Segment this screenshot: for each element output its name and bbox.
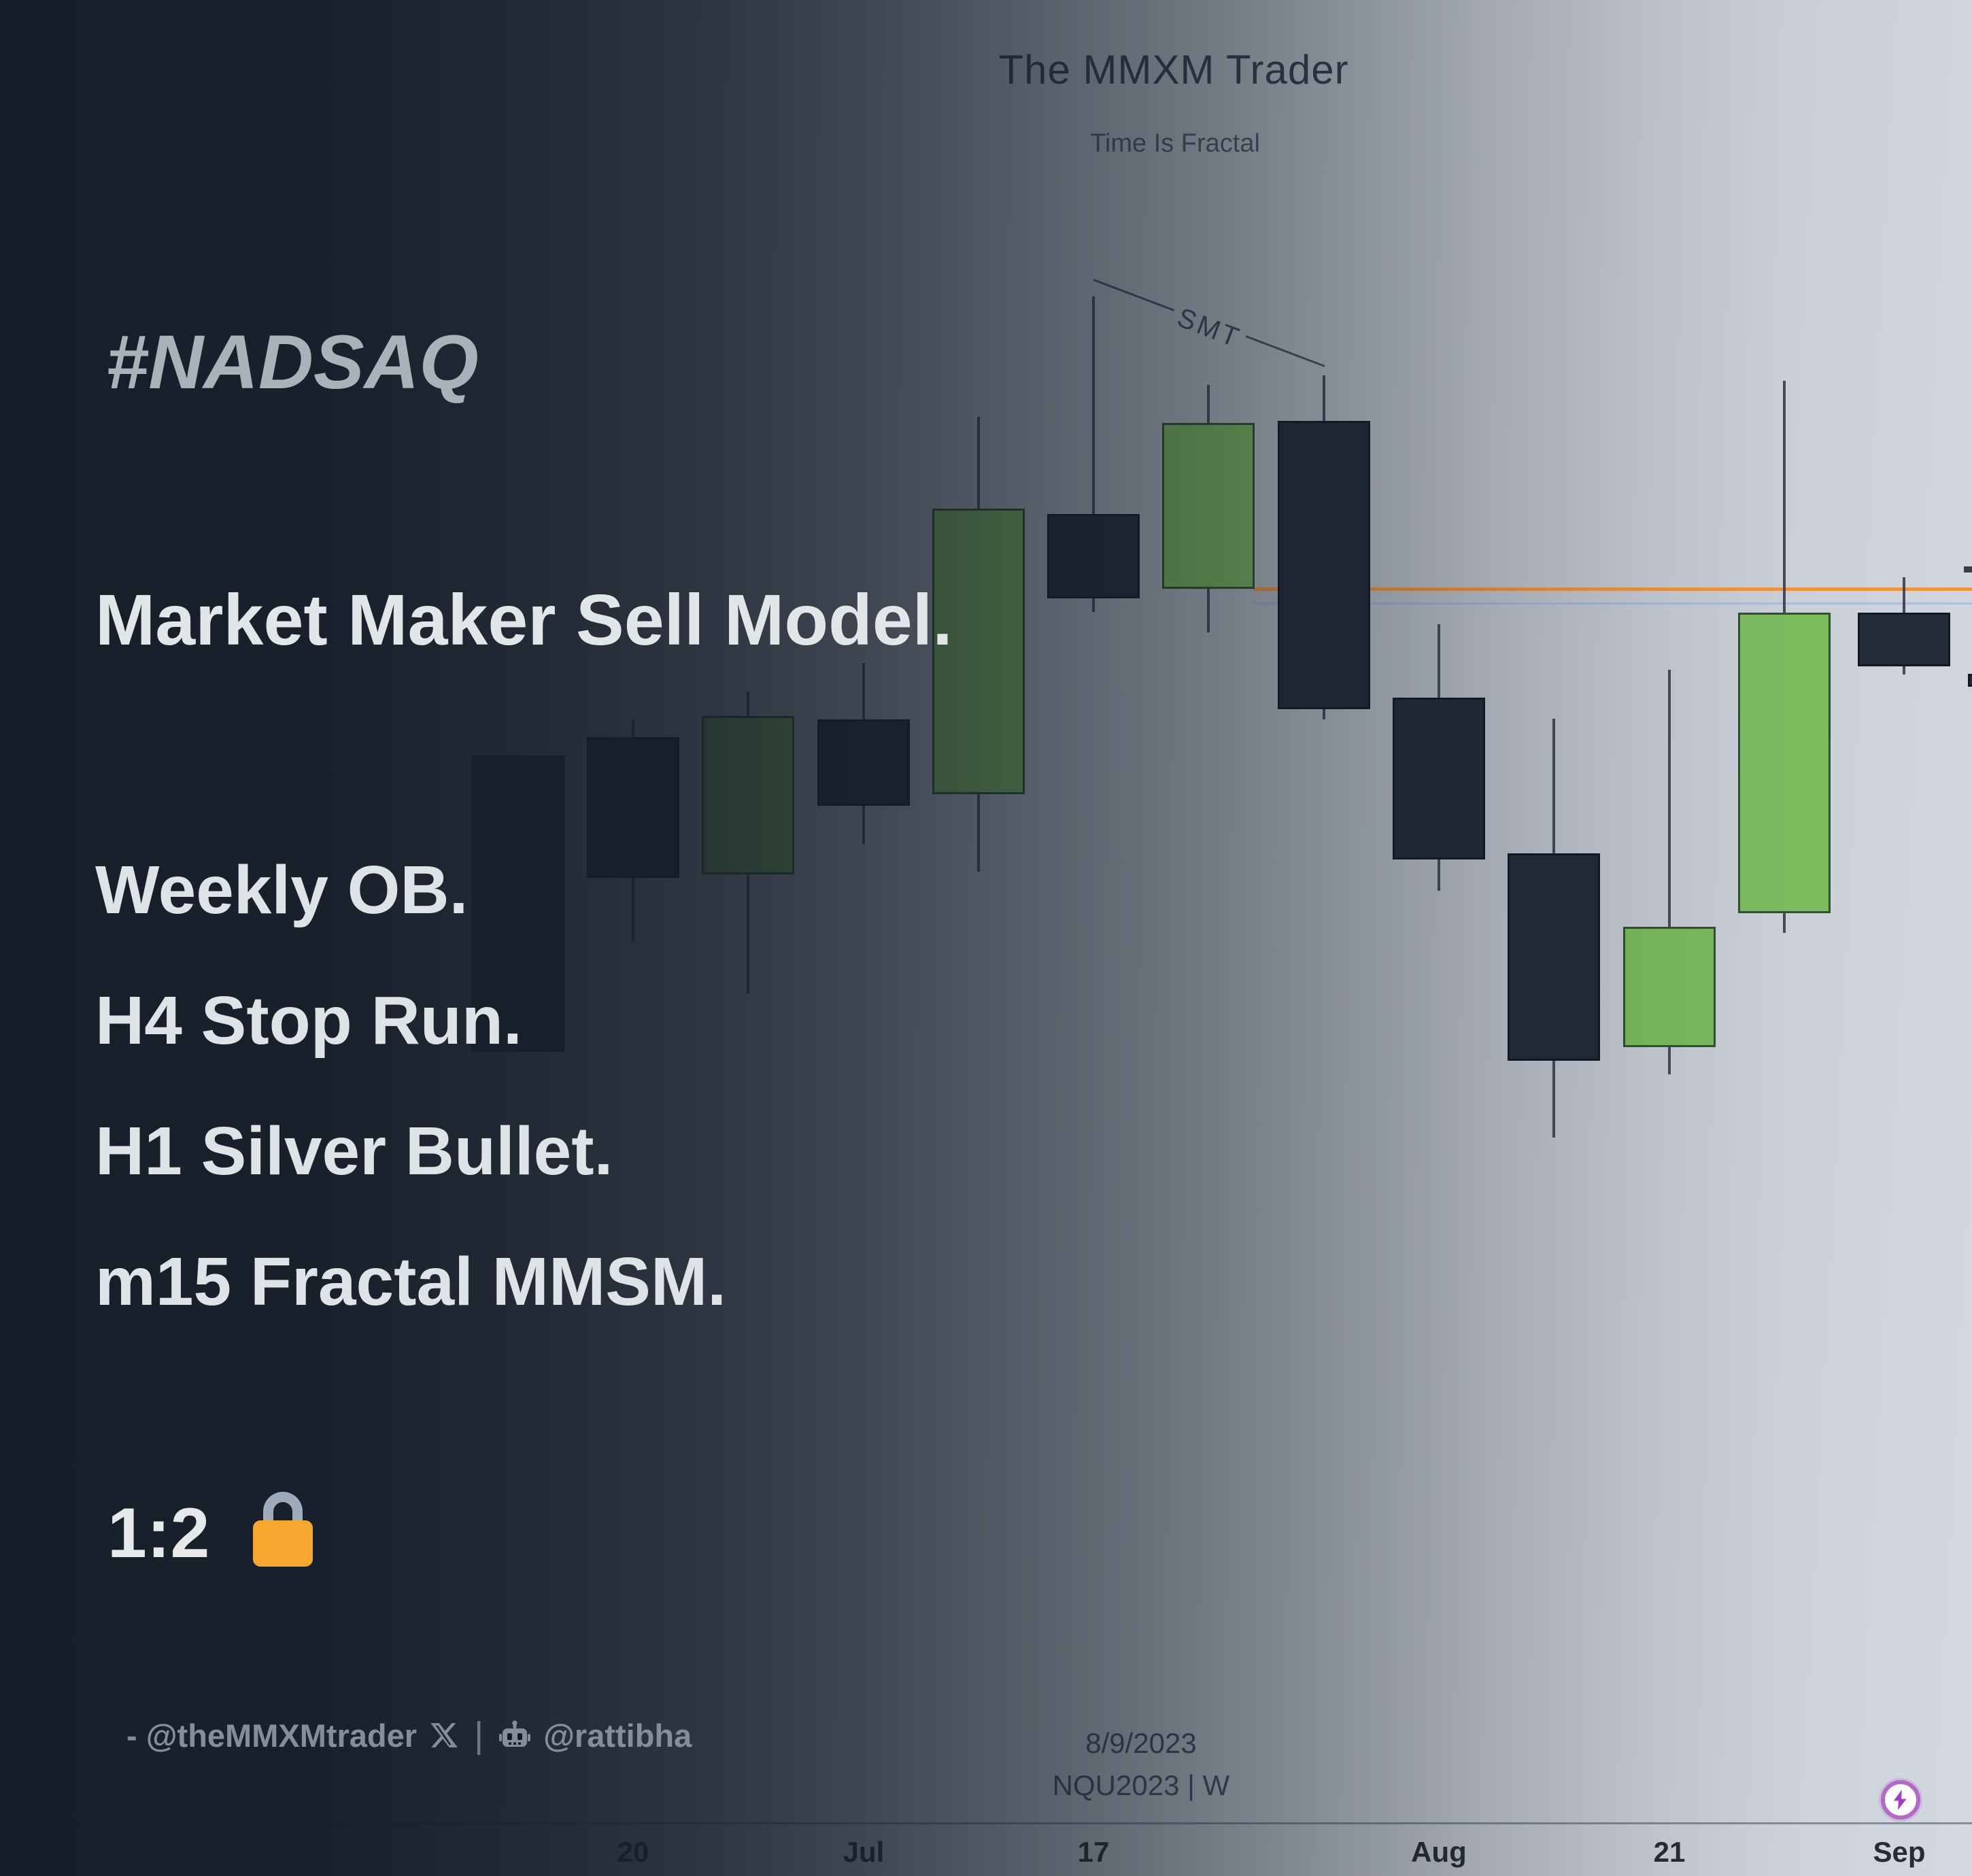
bullet-line-h1-silver-bullet: H1 Silver Bullet. <box>95 1113 613 1189</box>
lightning-badge <box>1881 1780 1920 1820</box>
x-logo-icon <box>429 1720 459 1750</box>
attribution: - @theMMXMtrader | @rattibha <box>126 1713 692 1757</box>
lightning-icon <box>1893 1790 1907 1810</box>
bullet-line-h4-stop-run: H4 Stop Run. <box>95 983 522 1059</box>
headline-text: Market Maker Sell Model. <box>95 580 953 660</box>
attribution-handle: - @theMMXMtrader <box>126 1717 418 1754</box>
risk-reward-ratio: 1:2 <box>107 1494 210 1573</box>
bullet-line-m15-fractal-mmsm: m15 Fractal MMSM. <box>95 1244 727 1320</box>
hashtag-title: #NADSAQ <box>106 320 479 405</box>
lock-body <box>253 1520 313 1567</box>
attribution-separator: | <box>474 1715 484 1756</box>
robot-icon <box>498 1719 531 1752</box>
bullet-line-weekly-ob: Weekly OB. <box>95 852 469 928</box>
lock-icon <box>253 1492 313 1568</box>
attribution-via-handle: @rattibha <box>543 1717 692 1754</box>
